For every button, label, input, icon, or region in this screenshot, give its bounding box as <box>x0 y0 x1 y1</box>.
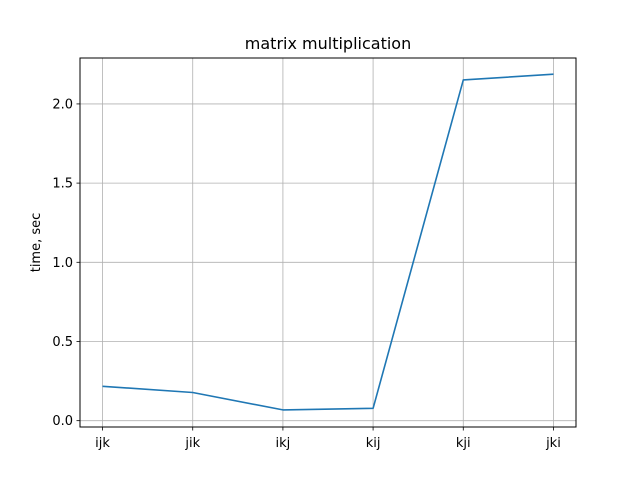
y-axis-label: time, sec <box>29 213 44 273</box>
y-tick-label: 0.0 <box>52 414 73 429</box>
y-tick-label: 2.0 <box>52 97 73 112</box>
x-tick-label: kij <box>366 436 381 451</box>
y-tick-label: 0.5 <box>52 335 73 350</box>
x-tick-label: ijk <box>95 436 110 451</box>
series <box>102 73 554 411</box>
y-tick-label: 1.0 <box>52 256 73 271</box>
x-tick-label: ikj <box>276 436 291 451</box>
chart-title: matrix multiplication <box>245 34 411 53</box>
plot-frame <box>79 57 577 428</box>
x-tick-label: kji <box>456 436 471 451</box>
ticks: ijk jik ikj kij kji jki 0.0 0.5 1.0 1.5 2.0 <box>52 97 561 451</box>
y-tick-label: 1.5 <box>52 177 73 192</box>
x-tick-label: jik <box>184 436 200 451</box>
series-line <box>102 73 554 411</box>
grid <box>80 58 576 427</box>
x-tick-label: jki <box>545 436 561 451</box>
